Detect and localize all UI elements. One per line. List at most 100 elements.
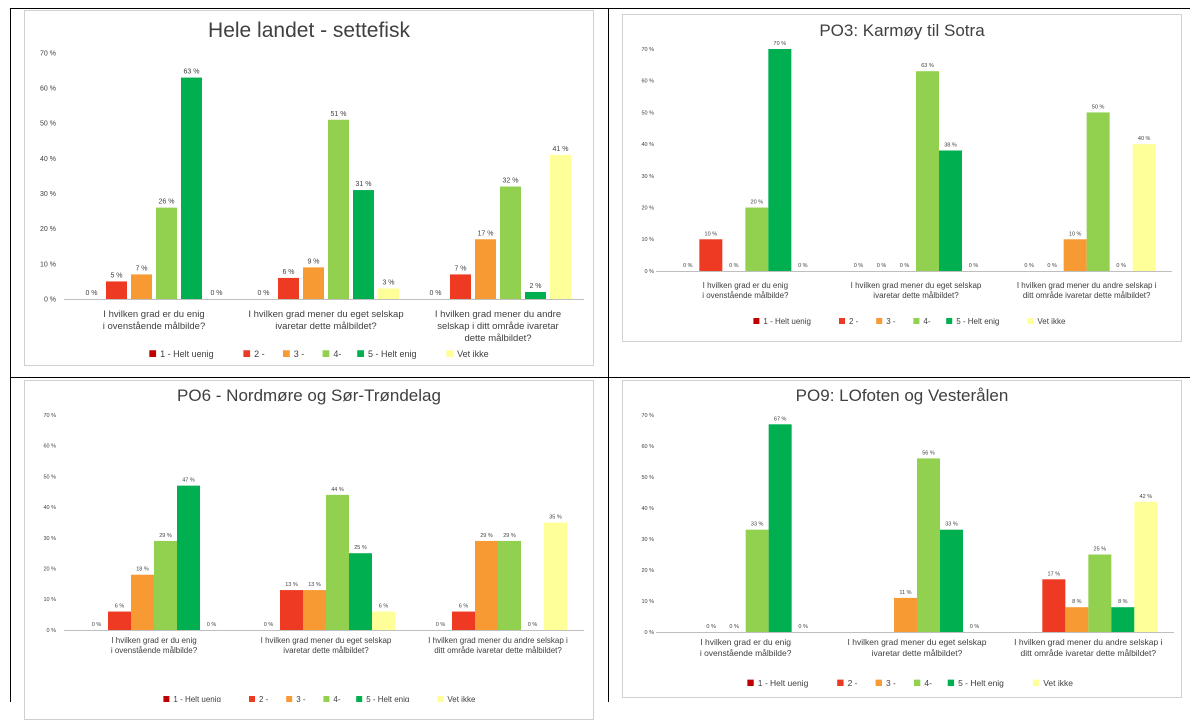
bar: [349, 553, 372, 630]
data-label: 29 %: [480, 533, 493, 539]
data-label: 10 %: [1069, 231, 1082, 237]
data-label: 6 %: [282, 269, 294, 276]
x-category-label: I hvilken grad mener du andre selskap i: [428, 636, 568, 645]
data-label: 31 %: [356, 181, 372, 188]
legend-swatch: [286, 696, 293, 702]
legend-swatch: [913, 679, 921, 686]
data-label: 13 %: [285, 582, 298, 588]
data-label: 0 %: [729, 263, 739, 269]
data-label: 0 %: [257, 290, 269, 297]
legend-swatch: [282, 350, 290, 357]
bar: [1132, 144, 1156, 271]
legend-label: 4-: [333, 695, 340, 702]
data-label: 25 %: [354, 545, 367, 551]
x-category-label: i ovenstående målbilde?: [702, 291, 789, 300]
legend-label: 5 - Helt enig: [958, 678, 1004, 688]
bar: [768, 49, 792, 271]
legend-swatch: [357, 350, 364, 357]
legend-label: 2 -: [849, 317, 859, 326]
bar: [498, 540, 521, 630]
chart-frame: [24, 10, 594, 366]
chart-plot: 0 % 10 % 20 % 30 % 40 % 50 % 60 % 70 % 0 % 0 % 33 …: [641, 413, 1174, 688]
legend-label: 2 -: [848, 678, 858, 688]
legend-swatch: [446, 350, 454, 357]
data-label: 0 %: [877, 263, 887, 269]
table-divider-vertical: [608, 8, 609, 702]
legend-swatch: [753, 318, 760, 324]
legend-label: 1 - Helt uenig: [160, 349, 214, 359]
data-label: 0 %: [970, 624, 980, 630]
data-label: 63 %: [184, 69, 200, 76]
x-category-label: I hvilken grad er du enig: [700, 637, 791, 647]
bar: [131, 274, 152, 299]
data-label: 44 %: [331, 487, 344, 493]
data-label: 0 %: [683, 263, 693, 269]
chart-frame: [622, 380, 1182, 698]
bar: [1065, 607, 1089, 632]
data-label: 0 %: [85, 290, 97, 297]
x-category-label: ditt område ivaretar dette målbildet?: [1023, 291, 1151, 300]
bar: [1111, 607, 1135, 632]
data-label: 56 %: [922, 450, 935, 456]
data-label: 26 %: [159, 199, 175, 206]
data-label: 0 %: [798, 263, 808, 269]
y-tick-label: 50 %: [641, 475, 654, 481]
chart-panel-po3: PO3: Karmøy til Sotra 0 % 10 % 20 % 30 % 40 …: [622, 14, 1182, 344]
data-label: 41 %: [553, 146, 569, 153]
data-label: 0 %: [429, 290, 441, 297]
bar: [500, 186, 521, 299]
y-tick-label: 30 %: [641, 537, 654, 543]
data-label: 0 %: [264, 622, 274, 628]
y-tick-label: 70 %: [40, 50, 56, 57]
data-label: 0 %: [210, 290, 222, 297]
y-tick-label: 20 %: [43, 566, 56, 572]
data-label: 6 %: [115, 604, 125, 610]
y-tick-label: 0 %: [44, 296, 56, 303]
legend-label: Vet ikke: [447, 695, 476, 702]
y-tick-label: 40 %: [40, 156, 56, 163]
data-label: 8 %: [1072, 599, 1082, 605]
bar: [278, 277, 299, 299]
x-category-label: i ovenstående målbilde?: [111, 646, 198, 655]
legend-swatch: [839, 318, 845, 324]
bar: [475, 239, 496, 299]
y-tick-label: 60 %: [43, 444, 56, 450]
bar: [181, 77, 202, 299]
data-label: 0 %: [900, 263, 910, 269]
data-label: 29 %: [503, 533, 516, 539]
chart-plot: 0 % 10 % 20 % 30 % 40 % 50 % 60 % 70 % 0 % 6 % 18 …: [43, 413, 584, 702]
legend-swatch: [437, 696, 444, 702]
bar: [156, 207, 177, 299]
y-tick-label: 30 %: [40, 191, 56, 198]
legend-label: 1 - Helt uenig: [763, 317, 811, 326]
legend-label: 5 - Helt enig: [956, 317, 999, 326]
y-tick-label: 50 %: [641, 110, 654, 116]
bar: [154, 540, 177, 630]
bar: [353, 190, 374, 299]
bar: [699, 239, 723, 271]
data-label: 3 %: [382, 279, 394, 286]
data-label: 38 %: [944, 142, 957, 148]
data-label: 0 %: [729, 624, 739, 630]
bar: [177, 485, 200, 630]
data-label: 35 %: [549, 515, 562, 521]
x-category-label: ditt område ivaretar dette målbildet?: [434, 646, 562, 655]
data-label: 0 %: [207, 622, 217, 628]
legend-swatch: [249, 696, 255, 702]
legend-label: 2 -: [254, 349, 265, 359]
legend-label: 1 - Helt uenig: [173, 695, 221, 702]
y-tick-label: 10 %: [43, 597, 56, 603]
x-category-label: ivaretar dette målbildet?: [873, 291, 959, 300]
table-border-left: [10, 8, 11, 702]
bar: [745, 529, 769, 632]
data-label: 0 %: [969, 263, 979, 269]
chart-plot: 0 % 10 % 20 % 30 % 40 % 50 % 60 % 70 % 0 % 5 % 7 %…: [40, 50, 584, 359]
x-category-label: I hvilken grad mener du eget selskap: [248, 309, 403, 320]
data-label: 67 %: [774, 416, 787, 422]
data-label: 18 %: [136, 567, 149, 573]
y-tick-label: 40 %: [43, 505, 56, 511]
y-tick-label: 30 %: [641, 174, 654, 180]
chart-panel-po6: PO6 - Nordmøre og Sør-Trøndelag 0 % 10 % 2…: [24, 380, 594, 720]
bar: [894, 597, 917, 632]
data-label: 7 %: [135, 265, 147, 272]
